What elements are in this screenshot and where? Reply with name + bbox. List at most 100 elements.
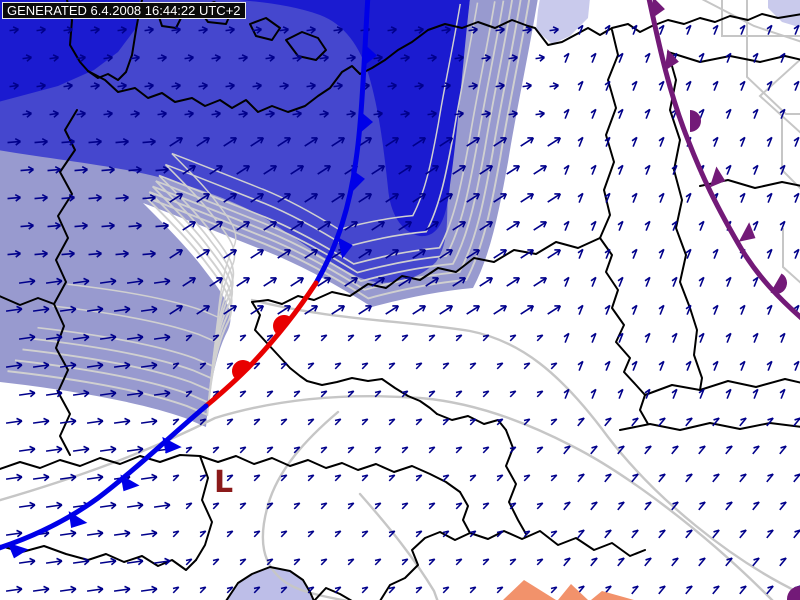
wind-arrow (455, 558, 463, 566)
wind-arrow (293, 502, 301, 510)
wind-arrow (253, 418, 261, 426)
wind-arrow (428, 390, 436, 398)
wind-arrow (779, 388, 786, 399)
wind-arrow (115, 249, 129, 258)
wind-arrow (779, 108, 786, 119)
wind-arrow (563, 388, 570, 399)
wind-arrow (766, 80, 773, 91)
wind-arrow (263, 221, 278, 231)
wind-arrow (617, 52, 624, 63)
wind-arrow (226, 418, 234, 426)
shading-contour-lines (7, 0, 531, 600)
wind-arrow (34, 137, 48, 146)
wind-arrow (482, 558, 490, 566)
wind-arrow (22, 110, 32, 118)
wind-arrow (577, 24, 584, 35)
wind-arrow (250, 137, 265, 147)
wind-arrow (604, 529, 612, 539)
wind-arrow (466, 193, 481, 203)
wind-arrow (466, 305, 481, 315)
wind-arrow (252, 82, 262, 90)
wind-arrow (236, 277, 251, 287)
wind-arrow (401, 502, 409, 510)
wind-arrow (9, 26, 19, 34)
wind-arrow (590, 445, 598, 455)
wind-arrow (239, 334, 247, 342)
wind-arrow (307, 530, 315, 538)
wind-arrow (212, 446, 220, 454)
wind-arrow (563, 52, 570, 63)
wind-arrow (223, 305, 238, 315)
wind-arrow (319, 54, 329, 62)
wind-arrow (263, 165, 278, 175)
wind-arrow (644, 501, 652, 511)
wind-arrow (455, 502, 463, 510)
wind-arrow (752, 276, 759, 287)
wind-arrow (239, 390, 247, 398)
wind-arrow (712, 80, 719, 91)
isobar-mesh-segment (781, 114, 800, 190)
wind-arrow (466, 249, 481, 259)
wind-arrow (793, 192, 800, 203)
wind-arrow (644, 388, 651, 399)
wind-arrow (36, 82, 46, 90)
wind-arrow (549, 82, 559, 90)
wind-arrow (5, 361, 23, 370)
wind-arrow (199, 362, 207, 370)
wind-arrow (415, 586, 423, 594)
wind-arrow (428, 558, 436, 566)
wind-arrow (113, 529, 131, 538)
wind-arrow (698, 501, 706, 511)
wind-arrow (280, 362, 288, 370)
wind-arrow (223, 193, 238, 203)
wind-arrow (412, 137, 427, 147)
wind-arrow (466, 137, 481, 147)
wind-arrow (481, 54, 491, 62)
wind-arrow (320, 502, 328, 510)
wind-arrow (617, 164, 624, 175)
wind-arrow (617, 445, 625, 455)
wind-arrow (441, 26, 451, 34)
wind-arrow (47, 165, 61, 174)
isobar-mesh-segment (758, 58, 800, 134)
wind-arrow (239, 558, 247, 566)
wind-arrow (319, 110, 329, 118)
wind-arrow (739, 136, 746, 147)
wind-arrow (479, 165, 494, 175)
wind-arrow (468, 82, 478, 90)
wind-arrow (236, 221, 251, 231)
wind-arrow (279, 26, 289, 34)
wind-arrow (226, 362, 234, 370)
wind-arrow (361, 530, 369, 538)
wind-arrow (644, 52, 651, 63)
wind-arrow (506, 277, 521, 287)
wind-arrow (793, 360, 800, 371)
border-line (436, 413, 507, 431)
wind-arrow (263, 277, 278, 287)
isobar-line (261, 410, 349, 600)
wind-arrow (698, 276, 705, 287)
wind-arrow (644, 445, 652, 455)
wind-arrow (631, 360, 638, 371)
wind-arrow (373, 110, 383, 118)
wind-arrow (631, 585, 639, 595)
wind-arrow (604, 248, 611, 259)
wind-arrow (739, 80, 746, 91)
wind-arrow (698, 52, 705, 63)
wind-arrow (712, 529, 720, 539)
wind-arrow (209, 165, 224, 175)
wind-arrow (793, 417, 800, 427)
isobar-mesh-segment (782, 228, 800, 284)
wind-arrow (32, 585, 50, 594)
wind-arrow (496, 474, 504, 482)
wind-arrow (698, 108, 705, 119)
wind-arrow (169, 193, 184, 203)
wind-arrow (20, 165, 34, 174)
wind-arrow (712, 585, 720, 595)
wind-arrow (225, 82, 235, 90)
wind-arrow (293, 558, 301, 566)
wind-arrow (5, 473, 23, 482)
wind-arrow (509, 502, 517, 510)
wind-arrow (212, 502, 220, 510)
wind-arrow (454, 54, 464, 62)
